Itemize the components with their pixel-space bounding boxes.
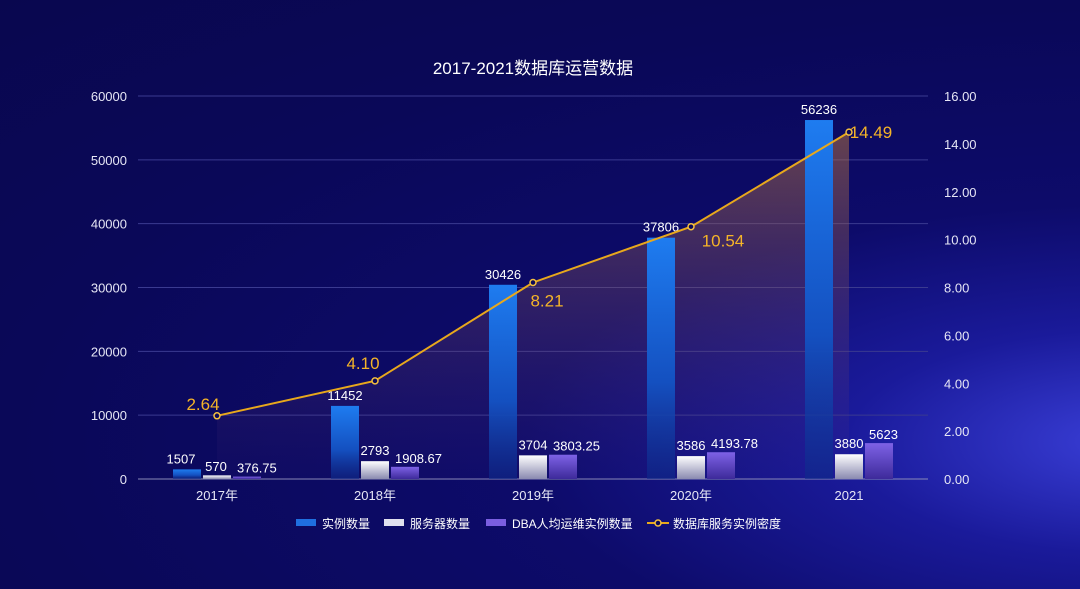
density-point bbox=[687, 222, 695, 231]
bar-value-label: 37806 bbox=[643, 220, 679, 235]
y-right-tick-label: 6.00 bbox=[944, 328, 969, 343]
x-tick-label: 2020年 bbox=[670, 488, 712, 503]
density-value-label: 2.64 bbox=[186, 395, 219, 414]
left-axis: 0 10000 20000 30000 40000 50000 60000 bbox=[91, 89, 127, 487]
bar-value-label: 2793 bbox=[361, 443, 390, 458]
bar-servers bbox=[519, 455, 547, 479]
density-line: 2.64 4.10 8.21 10.54 14.49 bbox=[186, 123, 893, 420]
y-right-tick-label: 14.00 bbox=[944, 137, 977, 152]
x-tick-label: 2017年 bbox=[196, 488, 238, 503]
density-value-label: 4.10 bbox=[346, 354, 379, 373]
y-left-tick-label: 20000 bbox=[91, 344, 127, 359]
bar-instances bbox=[805, 120, 833, 480]
bar-dba bbox=[707, 452, 735, 479]
legend: 实例数量 服务器数量 DBA人均运维实例数量 数据库服务实例密度 bbox=[296, 516, 781, 531]
bar-value-label: 3880 bbox=[835, 436, 864, 451]
y-right-tick-label: 0.00 bbox=[944, 472, 969, 487]
bar-value-label: 1908.67 bbox=[395, 451, 442, 466]
density-point bbox=[845, 128, 853, 136]
bar-servers bbox=[677, 456, 705, 479]
density-point bbox=[529, 278, 537, 287]
density-value-label: 8.21 bbox=[530, 291, 563, 310]
legend-label: DBA人均运维实例数量 bbox=[512, 516, 633, 531]
density-value-label: 14.49 bbox=[850, 123, 893, 142]
legend-label: 服务器数量 bbox=[410, 516, 470, 531]
x-tick-label: 2018年 bbox=[354, 488, 396, 503]
x-tick-label: 2021 bbox=[835, 488, 864, 503]
y-left-tick-label: 0 bbox=[120, 472, 127, 487]
y-right-tick-label: 12.00 bbox=[944, 185, 977, 200]
y-right-tick-label: 10.00 bbox=[944, 233, 977, 248]
y-left-tick-label: 40000 bbox=[91, 217, 127, 232]
bar-instances bbox=[331, 405, 359, 479]
y-left-tick-label: 50000 bbox=[91, 153, 127, 168]
bar-value-label: 376.75 bbox=[237, 461, 277, 476]
density-point bbox=[213, 412, 221, 420]
bar-value-label: 1507 bbox=[167, 451, 196, 466]
y-right-tick-label: 8.00 bbox=[944, 281, 969, 296]
legend-swatch bbox=[296, 519, 316, 526]
legend-label: 实例数量 bbox=[322, 516, 370, 531]
legend-swatch bbox=[486, 519, 506, 526]
bar-dba bbox=[865, 443, 893, 479]
bar-dba bbox=[391, 466, 419, 479]
chart-title: 2017-2021数据库运营数据 bbox=[433, 59, 633, 78]
line-area bbox=[217, 132, 849, 479]
bars: 1507 11452 30426 37806 56236 570 2793 3704 3586 3… bbox=[167, 102, 898, 480]
bar-value-label: 3803.25 bbox=[553, 439, 600, 454]
legend-label: 数据库服务实例密度 bbox=[673, 516, 781, 531]
y-left-tick-label: 10000 bbox=[91, 408, 127, 423]
right-axis: 0.00 2.00 4.00 6.00 8.00 10.00 12.00 14.00 16.00 bbox=[944, 89, 977, 487]
bar-dba bbox=[549, 454, 577, 479]
x-axis-ticks: 2017年 2018年 2019年 2020年 2021 bbox=[196, 488, 863, 503]
bar-value-label: 570 bbox=[205, 459, 227, 474]
legend-swatch bbox=[384, 519, 404, 526]
bar-servers bbox=[203, 475, 231, 479]
y-right-tick-label: 2.00 bbox=[944, 424, 969, 439]
line-area-fill bbox=[217, 132, 849, 479]
bar-value-label: 4193.78 bbox=[711, 436, 758, 451]
bar-servers bbox=[835, 454, 863, 479]
bar-instances bbox=[173, 469, 201, 479]
bar-dba bbox=[233, 476, 261, 479]
x-tick-label: 2019年 bbox=[512, 488, 554, 503]
bar-instances bbox=[647, 237, 675, 479]
bar-value-label: 3586 bbox=[677, 438, 706, 453]
y-left-tick-label: 60000 bbox=[91, 89, 127, 104]
bar-value-label: 11452 bbox=[327, 388, 362, 403]
bar-instances bbox=[489, 284, 517, 479]
bar-value-label: 3704 bbox=[519, 437, 548, 452]
legend-line-marker bbox=[654, 519, 662, 527]
bar-servers bbox=[361, 461, 389, 479]
bar-value-label: 5623 bbox=[869, 427, 898, 442]
density-point bbox=[371, 377, 379, 385]
bar-value-label: 30426 bbox=[485, 267, 521, 282]
y-right-tick-label: 16.00 bbox=[944, 89, 977, 104]
y-left-tick-label: 30000 bbox=[91, 281, 127, 296]
bar-value-label: 56236 bbox=[801, 102, 837, 117]
y-right-tick-label: 4.00 bbox=[944, 376, 969, 391]
density-value-label: 10.54 bbox=[702, 232, 745, 251]
